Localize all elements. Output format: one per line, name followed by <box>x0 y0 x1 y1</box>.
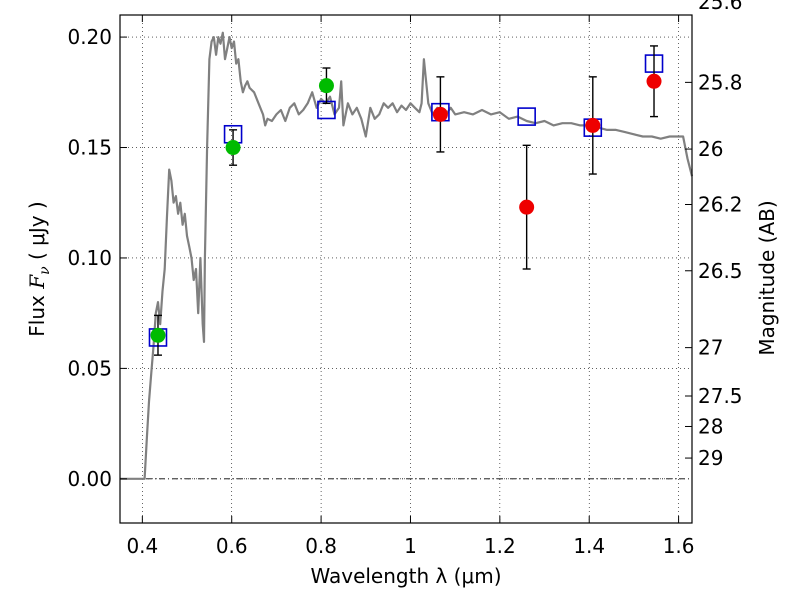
x-tick-label: 0.8 <box>305 534 337 558</box>
x-tick-label: 1.2 <box>484 534 516 558</box>
y-axis-label-prefix: Flux <box>25 289 49 337</box>
y-tick-label: 0.15 <box>67 136 112 160</box>
plot-frame <box>119 14 693 524</box>
mag-tick-label: 29 <box>698 446 723 470</box>
y-axis-label: Flux Fν ( μJy ) <box>25 201 53 336</box>
data-point <box>585 117 601 133</box>
x-tick-label: 1.4 <box>573 534 605 558</box>
model-spectrum <box>120 31 694 480</box>
y2-axis-label: Magnitude (AB) <box>755 200 779 355</box>
mag-tick-label: 28 <box>698 414 723 438</box>
y-axis-label-symbol: F <box>25 274 49 290</box>
x-axis-label: Wavelength λ (μm) <box>310 564 501 588</box>
x-tick-label: 1.6 <box>663 534 695 558</box>
mag-tick-label: 27.5 <box>698 384 743 408</box>
y-tick-label: 0.20 <box>67 25 112 49</box>
axis-ticks: 0.4 0.6 0.8 1 1.2 1.4 1.6 0.00 0.05 0.10 0.15 0.20 2… <box>67 0 742 558</box>
mag-tick-label: 26 <box>698 137 723 161</box>
data-point <box>432 106 448 122</box>
mag-tick-label: 26.5 <box>698 259 743 283</box>
data-point <box>318 78 334 94</box>
data-point <box>519 199 535 215</box>
y-tick-label: 0.10 <box>67 246 112 270</box>
mag-tick-label: 25.8 <box>698 70 743 94</box>
mag-tick-label: 27 <box>698 336 723 360</box>
mag-tick-label: 25.6 <box>698 0 743 14</box>
y-tick-label: 0.05 <box>67 356 112 380</box>
x-tick-label: 0.4 <box>126 534 158 558</box>
data-point <box>150 327 166 343</box>
y-tick-label: 0.00 <box>67 467 112 491</box>
mag-tick-label: 26.2 <box>698 193 743 217</box>
data-point <box>225 140 241 156</box>
model-photometry-square <box>517 107 536 126</box>
y-axis-label-suffix: ( μJy ) <box>25 201 49 266</box>
x-tick-label: 0.6 <box>216 534 248 558</box>
data-points <box>148 45 664 356</box>
spectrum-line <box>120 31 694 480</box>
y-axis-label-subscript: ν <box>37 266 53 275</box>
data-point <box>646 73 662 89</box>
x-tick-label: 1 <box>404 534 417 558</box>
